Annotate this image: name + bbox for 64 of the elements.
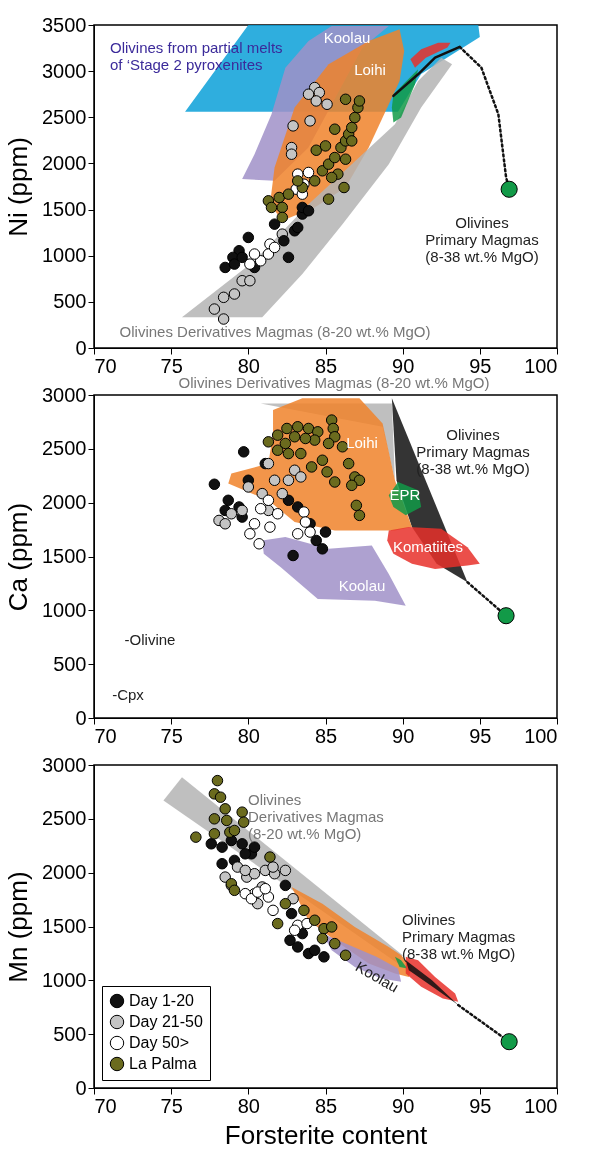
annotation: Olivines Derivatives Magmas (8-20 wt.% MgO) [119, 323, 431, 340]
x-tick-label: 70 [94, 354, 117, 377]
annotation: Koolau [323, 29, 371, 46]
y-axis-title: Mn (ppm) [3, 871, 34, 983]
annotation: -Olivine [124, 631, 176, 648]
legend-label: Day 50> [129, 1034, 190, 1051]
x-tick-label: 95 [469, 354, 492, 377]
y-tick-label: 3000 [42, 383, 87, 406]
x-tick-label: 75 [160, 1094, 183, 1117]
y-tick-label: 2000 [42, 151, 87, 174]
y-tick-label: 500 [53, 652, 87, 675]
x-tick-label: 70 [94, 724, 117, 747]
y-tick-label: 3000 [42, 59, 87, 82]
y-tick-label: 1500 [42, 198, 87, 221]
annotation: EPR [389, 486, 421, 503]
y-tick-label: 2500 [42, 105, 87, 128]
legend-label: La Palma [129, 1055, 197, 1072]
y-tick-label: 1000 [42, 598, 87, 621]
y-tick-label: 2500 [42, 437, 87, 460]
x-tick-label: 100 [524, 724, 558, 747]
x-tick-label: 90 [392, 724, 415, 747]
y-tick-label: 500 [53, 1022, 87, 1045]
y-tick-label: 1000 [42, 244, 87, 267]
y-tick-label: 1000 [42, 968, 87, 991]
y-tick-label: 0 [75, 706, 87, 729]
text: Olivines Derivatives Magmas (8-20 wt.% MgO) [178, 374, 490, 391]
x-tick-label: 75 [160, 354, 183, 377]
x-tick-label: 80 [237, 724, 260, 747]
y-tick-label: 500 [53, 290, 87, 313]
x-tick-label: 95 [469, 724, 492, 747]
y-tick-label: 1500 [42, 915, 87, 937]
y-tick-label: 1500 [42, 545, 87, 567]
y-axis-title: Ca (ppm) [3, 502, 34, 612]
x-tick-label: 90 [392, 1094, 415, 1117]
x-tick-label: 85 [314, 354, 338, 377]
x-tick-label: 80 [237, 1094, 260, 1117]
annotation: Olivines Primary Magmas (8-38 wt.% MgO) [425, 214, 539, 265]
x-tick-label: 95 [469, 1094, 492, 1117]
legend-label: Day 1-20 [129, 992, 195, 1009]
x-tick-label: 100 [524, 354, 558, 377]
annotation: Loihi [354, 61, 386, 78]
y-tick-label: 0 [75, 336, 87, 359]
x-tick-label: 70 [94, 1094, 117, 1117]
x-tick-label: 85 [314, 1094, 338, 1117]
x-tick-label: 85 [314, 724, 338, 747]
annotation: Komatiites [392, 538, 464, 555]
x-tick-label: 100 [524, 1094, 558, 1117]
y-tick-label: 2000 [42, 861, 87, 884]
annotation: Loihi [346, 434, 378, 451]
x-tick-label: 80 [237, 354, 260, 377]
annotation: -Cpx [112, 686, 145, 703]
y-tick-label: 2500 [42, 807, 87, 830]
y-tick-label: 3000 [42, 753, 87, 776]
x-tick-label: 90 [392, 354, 415, 377]
y-tick-label: 3500 [42, 13, 87, 36]
legend-label: Day 21-50 [129, 1013, 203, 1030]
x-tick-label: 75 [160, 724, 183, 747]
annotation: Olivines Derivatives Magmas (8-20 wt.% MgO) [248, 791, 384, 842]
y-tick-label: 2000 [42, 491, 87, 514]
annotation: Koolau [338, 577, 386, 594]
y-tick-label: 0 [75, 1076, 87, 1099]
annotation: Olivines Primary Magmas (8-38 wt.% MgO) [402, 911, 516, 962]
x-axis-title: Forsterite content [224, 1119, 428, 1149]
y-axis-title: Ni (ppm) [3, 137, 34, 237]
